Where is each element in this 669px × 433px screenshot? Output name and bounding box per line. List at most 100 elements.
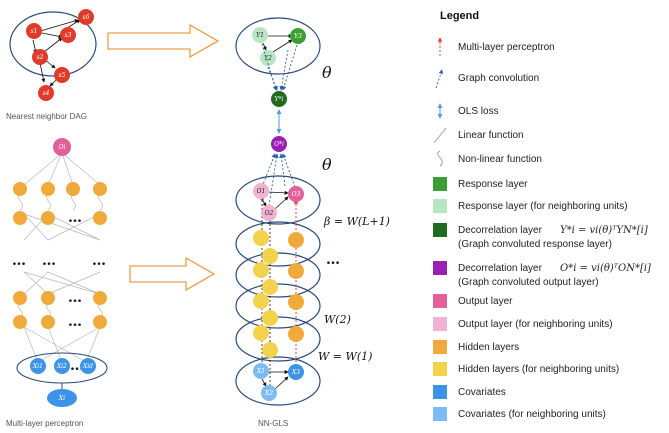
svg-text:(Graph convoluted output layer: (Graph convoluted output layer) <box>458 277 599 288</box>
dag-node-s3: s3 <box>60 27 76 43</box>
hidden-node-neighbor <box>262 342 278 358</box>
mlp-hidden-node <box>93 315 107 329</box>
svg-text:O*i: O*i <box>274 141 284 148</box>
decorrelated-response-node: Y*i <box>271 91 287 107</box>
hidden-node <box>288 232 304 248</box>
output-node-o1: O1 <box>253 183 269 199</box>
svg-text:s4: s4 <box>43 90 50 97</box>
svg-text:Oi: Oi <box>59 144 66 151</box>
hidden-node-neighbor <box>253 262 269 278</box>
svg-text:Response layer (for neighborin: Response layer (for neighboring units) <box>458 201 628 212</box>
hidden-nodes <box>253 230 304 358</box>
decorrelated-output-node: O*i <box>271 136 287 152</box>
svg-text:O1: O1 <box>257 188 266 195</box>
legend-swatch <box>433 407 447 421</box>
legend: Legend Multi-layer perceptron Graph conv… <box>433 10 651 421</box>
legend-swatch <box>433 177 447 191</box>
mlp-dots: … <box>68 314 82 330</box>
svg-text:Decorrelation layer: Decorrelation layer <box>458 225 543 236</box>
svg-text:Xid: Xid <box>82 363 93 370</box>
svg-text:Y*i: Y*i <box>275 96 284 103</box>
dag-ellipse <box>9 11 97 77</box>
blue-dashed-arrow-icon <box>435 69 443 89</box>
hidden-node-neighbor <box>262 279 278 295</box>
legend-swatch <box>433 294 447 308</box>
dag-caption: Nearest neighbor DAG <box>6 112 87 121</box>
legend-title: Legend <box>440 10 479 22</box>
hidden-node-neighbor <box>262 248 278 264</box>
svg-text:Decorrelation layer: Decorrelation layer <box>458 263 543 274</box>
svg-text:Multi-layer perceptron: Multi-layer perceptron <box>458 42 555 53</box>
hidden-node <box>288 263 304 279</box>
legend-swatch <box>433 261 447 275</box>
svg-text:s6: s6 <box>83 14 90 21</box>
svg-text:O3: O3 <box>292 191 301 198</box>
dag-node-s1: s1 <box>26 23 42 39</box>
svg-text:X1: X1 <box>256 368 265 375</box>
svg-text:Hidden layers: Hidden layers <box>458 342 519 353</box>
legend-item-response-neighbor: Response layer (for neighboring units) <box>433 199 628 213</box>
svg-text:O*i = vi(θ)ᵀON*[i]: O*i = vi(θ)ᵀON*[i] <box>560 263 651 274</box>
svg-text:Hidden layers (for neighboring: Hidden layers (for neighboring units) <box>458 364 619 375</box>
response-ellipse <box>235 17 321 75</box>
covariate-node-x1: X1 <box>253 363 269 379</box>
svg-text:(Graph convoluted response lay: (Graph convoluted response layer) <box>458 239 612 250</box>
mlp-dots: … <box>68 290 82 306</box>
linear-line-icon <box>433 127 447 144</box>
dag-node-s2: s2 <box>32 49 48 65</box>
hidden-node-neighbor <box>253 325 269 341</box>
mlp-hidden-node <box>13 315 27 329</box>
svg-text:s1: s1 <box>31 28 38 35</box>
svg-text:Covariates (for neighboring un: Covariates (for neighboring units) <box>458 409 606 420</box>
dag-panel: s1 s6 s3 s2 s5 s4 Nearest neighbor DAG <box>6 9 97 121</box>
mlp-hidden-node <box>41 315 55 329</box>
covariate-node-x2: X2 <box>261 385 277 401</box>
mlp-dots: … <box>68 210 82 226</box>
mlp-edges <box>18 152 103 363</box>
svg-text:Xi: Xi <box>58 395 65 402</box>
mlp-hidden-node <box>93 211 107 225</box>
legend-item-hidden: Hidden layers <box>433 340 519 354</box>
legend-item-output-neighbor: Output layer (for neighboring units) <box>433 317 613 331</box>
mlp-hidden-node <box>13 211 27 225</box>
mlp-hidden-node <box>93 182 107 196</box>
svg-text:Linear function: Linear function <box>458 130 524 141</box>
svg-text:…: … <box>12 253 26 269</box>
svg-text:Non-linear function: Non-linear function <box>458 154 542 165</box>
legend-item-covariates: Covariates <box>433 385 506 399</box>
hidden-node-neighbor <box>262 310 278 326</box>
svg-text:Y1: Y1 <box>256 32 264 39</box>
hidden-layer-ellipse <box>235 252 321 298</box>
svg-text:Xi2: Xi2 <box>56 363 67 370</box>
mlp-hidden-layer-top: … <box>13 182 107 226</box>
svg-text:Y2: Y2 <box>264 55 272 62</box>
mlp-covariate-x1: Xi1 <box>30 358 46 374</box>
legend-item-response: Response layer <box>433 177 528 191</box>
svg-text:Graph convolution: Graph convolution <box>458 73 539 84</box>
legend-item-decor-output: Decorrelation layer O*i = vi(θ)ᵀON*[i] (… <box>433 261 651 288</box>
transform-arrow-bottom <box>129 256 216 292</box>
svg-text:Y3: Y3 <box>294 33 302 40</box>
mlp-hidden-node <box>41 211 55 225</box>
legend-item-output: Output layer <box>433 294 513 308</box>
legend-swatch <box>433 223 447 237</box>
output-node-o2: O2 <box>261 205 277 221</box>
legend-item-graph-conv: Graph convolution <box>435 69 539 89</box>
mlp-covariate-group: Xi <box>47 389 77 407</box>
transform-arrow-top <box>107 23 220 59</box>
theta-top: θ <box>322 63 332 82</box>
response-node-y1: Y1 <box>252 27 268 43</box>
mlp-covariate-x2: Xi2 <box>54 358 70 374</box>
mlp-hidden-node <box>13 291 27 305</box>
dag-node-s6: s6 <box>78 9 94 25</box>
svg-text:Response layer: Response layer <box>458 179 528 190</box>
beta-weight-label: β = W(L+1) <box>323 215 390 228</box>
svg-text:Y*i = vi(θ)ᵀYN*[i]: Y*i = vi(θ)ᵀYN*[i] <box>560 225 648 236</box>
legend-item-mlp: Multi-layer perceptron <box>437 37 555 56</box>
response-node-y3: Y3 <box>290 28 306 44</box>
legend-swatch <box>433 199 447 213</box>
dag-node-s5: s5 <box>54 67 70 83</box>
nngls-panel: Y1 Y2 Y3 θ Y*i O*i θ <box>235 17 390 428</box>
output-layer-ellipse <box>235 175 321 225</box>
mlp-panel: Oi … … … … … … <box>6 138 108 428</box>
